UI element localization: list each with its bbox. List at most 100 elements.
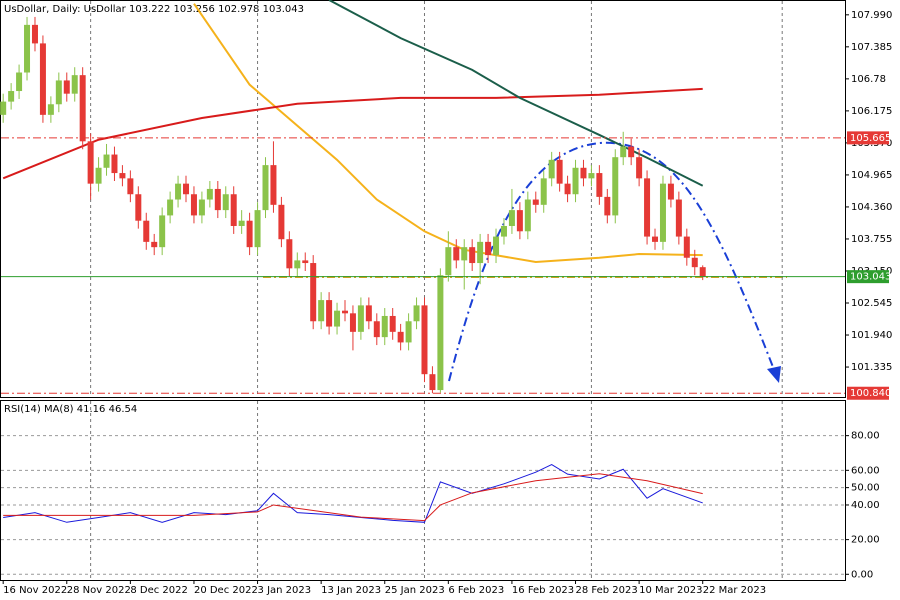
candle-body [405, 321, 412, 343]
candle-body [246, 220, 253, 248]
candle-body [151, 241, 158, 248]
y-tick-label: 0.00 [851, 569, 873, 580]
level-label-box [847, 270, 889, 284]
y-tick-label: 103.755 [851, 234, 892, 245]
arc-arrowhead [767, 366, 781, 383]
y-tick-label: 80.00 [851, 431, 880, 442]
candle-body [47, 104, 54, 115]
y-tick-label: 106.78 [851, 74, 886, 85]
candle-body [111, 154, 118, 174]
candle-body [628, 146, 635, 158]
candle-body [357, 305, 364, 332]
candle-body [365, 305, 372, 322]
candle-body [103, 154, 110, 168]
x-tick-label: 28 Nov 2022 [67, 585, 131, 596]
low-value: 102.978 [218, 4, 259, 15]
open-value: 103.222 [129, 4, 170, 15]
y-tick-label: 50.00 [851, 483, 880, 494]
rsi-line [3, 464, 703, 523]
candle-body [302, 260, 309, 264]
candle-body [119, 173, 126, 179]
rsi-header: RSI(14) MA(8) 41.16 46.54 [4, 404, 137, 415]
candle-body [659, 183, 666, 242]
candle-body [183, 183, 190, 195]
moving-average [193, 3, 703, 263]
candle-body [477, 241, 484, 264]
candle-body [691, 257, 698, 268]
candle-body [143, 220, 150, 242]
candle-body [294, 260, 301, 269]
candle-body [349, 313, 356, 332]
candle-body [310, 263, 317, 322]
rsi-line [3, 473, 703, 522]
candle-body [55, 80, 62, 105]
y-tick-label: 102.545 [851, 298, 892, 309]
candle-body [548, 159, 555, 179]
x-tick-label: 8 Dec 2022 [130, 585, 188, 596]
candle-body [159, 215, 166, 248]
candle-body [556, 159, 563, 184]
candle-body [397, 331, 404, 343]
x-tick-label: 20 Dec 2022 [194, 585, 258, 596]
candle-body [16, 72, 23, 92]
candle-body [500, 225, 507, 237]
y-tick-label: 101.940 [851, 330, 892, 341]
level-label: 100.840 [850, 388, 891, 399]
candle-body [572, 167, 579, 195]
candle-body [341, 310, 348, 314]
candle-body [31, 24, 38, 44]
rsi-pane [0, 400, 846, 581]
candle-body [389, 315, 396, 332]
candle-body [421, 305, 428, 375]
candle-body [540, 178, 547, 205]
candle-body [588, 173, 595, 179]
candle-body [238, 220, 245, 226]
candle-body [373, 321, 380, 338]
candle-body [580, 167, 587, 179]
high-value: 103.256 [174, 4, 215, 15]
x-tick-label: 10 Mar 2023 [639, 585, 702, 596]
level-label: 103.043 [850, 272, 891, 283]
chart-header: UsDollar, Daily: UsDollar 103.222 103.25… [4, 4, 304, 15]
candle-body [508, 210, 515, 226]
candle-body [175, 183, 182, 200]
y-tick-label: 60.00 [851, 465, 880, 476]
candle-body [461, 247, 468, 261]
level-label-box [847, 131, 889, 145]
candle-body [87, 141, 94, 184]
y-tick-label: 107.990 [851, 10, 892, 21]
candle-body [381, 315, 388, 338]
candle-body [63, 80, 70, 94]
candle-body [167, 199, 174, 216]
candle-body [485, 241, 492, 256]
candle-body [453, 247, 460, 261]
candle-body [71, 75, 78, 94]
candle-body [206, 188, 213, 200]
close-value: 103.043 [263, 4, 304, 15]
candle-body [469, 247, 476, 264]
candle-body [667, 183, 674, 200]
x-tick-label: 16 Nov 2022 [3, 585, 67, 596]
candle-body [230, 194, 237, 226]
candle-body [0, 101, 7, 115]
candle-body [127, 178, 134, 195]
candle-body [699, 267, 706, 277]
candle-body [334, 310, 341, 327]
moving-average [328, 0, 704, 187]
candle-body [644, 178, 651, 237]
arc-annotation [448, 141, 779, 382]
candle-body [429, 374, 436, 391]
moving-average [2, 87, 703, 180]
candle-body [262, 165, 269, 211]
candle-body [604, 196, 611, 216]
level-label-box [847, 386, 889, 400]
candle-body [190, 194, 197, 216]
y-tick-label: 101.335 [851, 362, 892, 373]
candle-body [596, 173, 603, 197]
x-tick-label: 16 Feb 2023 [512, 585, 574, 596]
candle-body [516, 210, 523, 232]
x-tick-label: 3 Jan 2023 [258, 585, 312, 596]
candle-body [413, 305, 420, 322]
